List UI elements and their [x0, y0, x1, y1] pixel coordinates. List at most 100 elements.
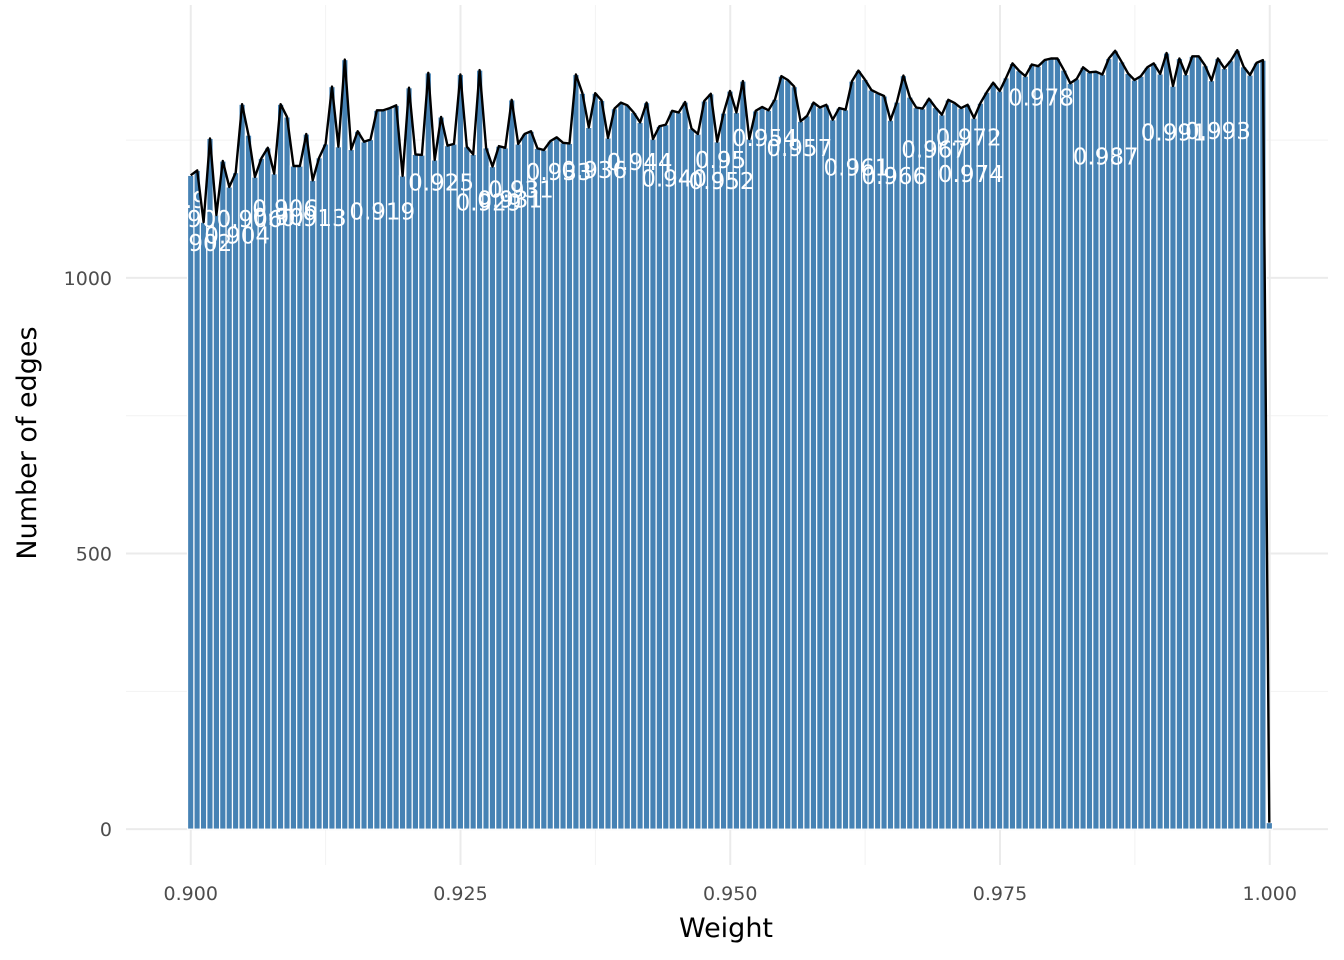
histogram-bar [366, 138, 375, 830]
histogram-bar [1072, 78, 1081, 830]
histogram-bar [706, 93, 715, 830]
histogram-bar [578, 92, 587, 830]
histogram-bar [642, 101, 651, 830]
histogram-bar [257, 157, 266, 830]
y-tick-label: 0 [100, 819, 112, 841]
histogram-bar [1053, 57, 1062, 830]
histogram-bar [1047, 57, 1055, 830]
bar-value-label: 0.90 [253, 205, 304, 231]
histogram-bar [1027, 63, 1036, 830]
histogram-bar [1182, 73, 1190, 830]
histogram-bar [1015, 70, 1023, 830]
histogram-bar [912, 106, 921, 830]
histogram-bar [353, 130, 362, 830]
x-tick-label: 0.900 [164, 883, 218, 905]
bar-value-label: 0.933 [526, 160, 592, 186]
bar-value-label: 0.925 [408, 171, 474, 197]
bar-value-label: 0.944 [607, 150, 673, 176]
histogram-bar [225, 186, 234, 830]
histogram-bar [315, 157, 323, 830]
histogram-bar [745, 138, 754, 830]
bar-value-label: 0.993 [1185, 119, 1251, 145]
histogram-bar [732, 111, 741, 830]
bar-value-label: 0.952 [689, 169, 755, 195]
x-tick-label: 0.950 [703, 883, 757, 905]
bar-value-label: 0.906 [217, 207, 283, 233]
histogram-bar [1008, 62, 1017, 830]
histogram-bar [462, 146, 471, 830]
histogram-bar [1233, 49, 1242, 830]
histogram-bar [1002, 77, 1010, 830]
histogram-bar [681, 101, 689, 830]
histogram-bar [905, 96, 914, 830]
histogram-bar [488, 165, 497, 830]
histogram-bar [976, 102, 985, 830]
histogram-bar [1162, 52, 1171, 830]
bar-value-label: 0.931 [488, 178, 554, 204]
histogram-bar [1060, 69, 1068, 830]
histogram-bar [617, 101, 625, 830]
histogram-bar [1169, 85, 1177, 830]
bar-value-label: 0.940 [641, 167, 707, 193]
histogram-bar [957, 107, 965, 830]
x-tick-label: 1.000 [1243, 883, 1297, 905]
histogram-bar [219, 160, 227, 830]
histogram-bar [880, 95, 888, 830]
histogram-bar [559, 142, 567, 830]
histogram-bar [450, 143, 458, 830]
histogram-bar [334, 146, 343, 830]
bar-value-label: 0.931 [477, 188, 543, 214]
histogram-bar [983, 91, 991, 830]
histogram-bar [822, 104, 831, 830]
histogram-bar [347, 148, 356, 830]
histogram-bar [341, 58, 349, 830]
histogram-bar [469, 153, 478, 830]
histogram-bar [552, 136, 561, 830]
histogram-bar [848, 80, 856, 830]
bar-value-label: 0.904 [204, 223, 270, 249]
bar-value-label: 0.961 [824, 156, 890, 182]
bar-value-label: 0.95 [695, 148, 746, 174]
y-axis-ticks: 0 500 1000 [64, 268, 112, 841]
bar-value-label: 0.902 [166, 231, 232, 257]
histogram-bar [302, 133, 311, 830]
histogram-bar [1034, 65, 1042, 830]
histogram-bar [1149, 62, 1158, 830]
frequency-line-layer [189, 49, 1271, 823]
histogram-bar [482, 147, 490, 830]
histogram-bar [263, 147, 272, 830]
histogram-bar [231, 171, 240, 830]
histogram-bar [764, 109, 773, 830]
histogram-bar [861, 78, 869, 830]
bar-value-label: 0.954 [732, 126, 798, 152]
bar-value-label: 0.987 [1073, 145, 1139, 171]
bar-value-label: 0.929 [456, 190, 522, 216]
histogram-bar [970, 117, 978, 830]
histogram-bar [803, 115, 811, 830]
histogram-bar [1226, 60, 1235, 830]
histogram-bar [212, 214, 221, 830]
histogram-bar [193, 169, 201, 830]
histogram-bar [520, 133, 529, 830]
histogram-bar [726, 90, 734, 830]
histogram-bar [1201, 65, 1209, 830]
histogram-bar [540, 149, 548, 830]
x-axis-ticks: 0.900 0.925 0.950 0.975 1.000 [164, 883, 1297, 905]
histogram-bar [623, 104, 632, 830]
histogram-bar [828, 119, 837, 830]
y-axis-title: Number of edges [12, 326, 43, 559]
histogram-bar [1098, 73, 1107, 830]
histogram-bar [995, 90, 1004, 830]
histogram-bar [411, 153, 420, 830]
histogram-bar [835, 107, 843, 830]
histogram-bar [597, 99, 606, 830]
histogram-bar [841, 109, 850, 830]
histogram-bar [398, 175, 407, 830]
histogram-bar [662, 124, 670, 830]
histogram-bar [687, 127, 696, 830]
histogram-bar [809, 101, 818, 830]
histogram-bar [1239, 66, 1248, 830]
bar-value-label: 0.991 [1141, 120, 1207, 146]
